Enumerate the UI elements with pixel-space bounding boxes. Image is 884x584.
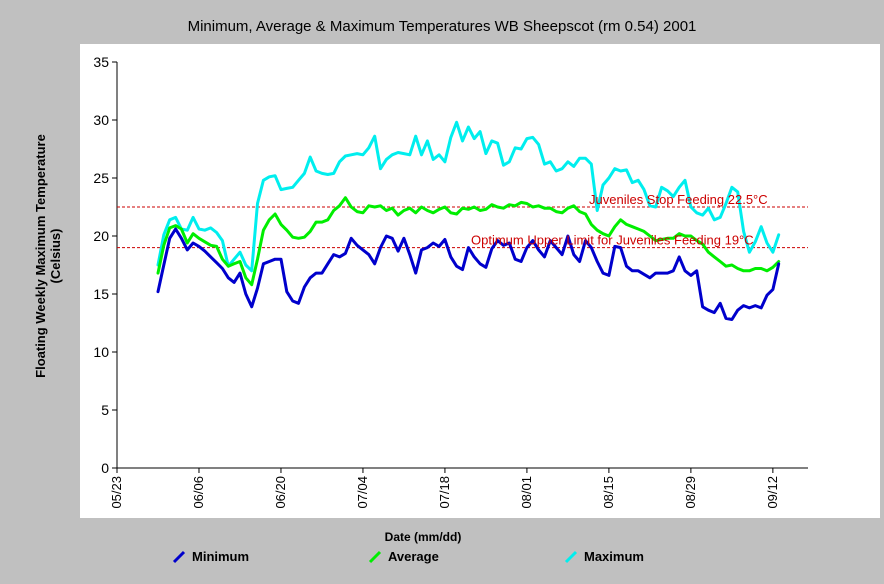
x-tick-label: 07/18 [437, 476, 452, 509]
x-tick-label: 08/29 [683, 476, 698, 509]
x-tick-label: 06/06 [191, 476, 206, 509]
y-tick-label: 5 [101, 402, 109, 418]
x-axis-label: Date (mm/dd) [384, 530, 462, 544]
y-tick-label: 25 [93, 170, 109, 186]
y-tick-label: 20 [93, 228, 109, 244]
legend-swatch-average [368, 550, 382, 564]
plot-panel [80, 44, 880, 518]
series-line-maximum [156, 120, 781, 273]
series-line-average [156, 196, 781, 287]
legend-label-average: Average [388, 549, 439, 564]
reference-line-label: Optimum Upper Limit for Juveniles Feedin… [471, 233, 754, 248]
x-tick-label: 08/15 [601, 476, 616, 509]
y-axis-label-line-1: Floating Weekly Maximum Temperature [33, 134, 48, 378]
series-lines [156, 120, 781, 321]
x-tick-label: 09/12 [765, 476, 780, 509]
y-tick-label: 15 [93, 286, 109, 302]
axes: 0 5 10 15 20 25 30 35 05/23 06/06 06/20 07/04 07/18 0… [93, 54, 808, 509]
legend-swatch-maximum [564, 550, 578, 564]
y-tick-label: 0 [101, 460, 109, 476]
x-tick-label: 06/20 [273, 476, 288, 509]
y-axis-label: Floating Weekly Maximum Temperature (Cel… [33, 96, 63, 416]
x-tick-label: 08/01 [519, 476, 534, 509]
reference-labels: Juveniles Stop Feeding 22.5°C Optimum Upp… [471, 192, 768, 248]
legend-swatch-minimum [172, 550, 186, 564]
y-axis-label-line-2: (Celsius) [48, 228, 63, 284]
legend-label-minimum: Minimum [192, 549, 250, 564]
y-tick-label: 35 [93, 54, 109, 70]
chart-title: Minimum, Average & Maximum Temperatures … [187, 18, 697, 35]
y-tick-label: 10 [93, 344, 109, 360]
x-tick-label: 07/04 [355, 476, 370, 509]
reference-line-label: Juveniles Stop Feeding 22.5°C [589, 192, 768, 207]
series-line-minimum [156, 227, 781, 321]
y-tick-label: 30 [93, 112, 109, 128]
x-tick-label: 05/23 [109, 476, 124, 509]
legend: Minimum Average Maximum [0, 548, 884, 568]
legend-label-maximum: Maximum [584, 549, 644, 564]
